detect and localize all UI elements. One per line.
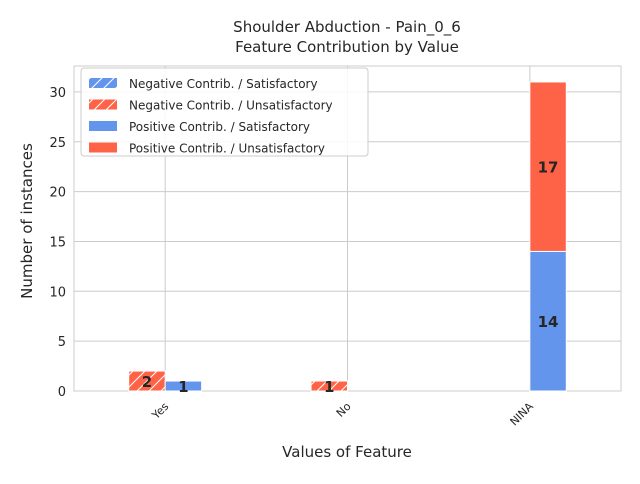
bar: [529, 250, 567, 392]
bar-value-label: 1: [178, 378, 188, 396]
legend-swatch-hatch: [89, 99, 117, 110]
y-tick-label: 5: [58, 335, 66, 350]
legend: Negative Contrib. / Satisfactory Negative…: [80, 67, 369, 157]
y-tick-label: 15: [49, 235, 66, 250]
y-axis-label: Number of instances: [18, 143, 36, 299]
y-tick-label: 30: [49, 86, 66, 101]
x-tick-label: No: [334, 400, 354, 420]
chart-title: Shoulder Abduction - Pain_0_6: [233, 18, 461, 37]
y-tick-label: 0: [58, 385, 66, 400]
y-tick-label: 20: [49, 186, 66, 201]
bar-hatch: [311, 381, 348, 391]
legend-swatch: [89, 142, 117, 153]
bars: [128, 81, 567, 392]
y-tick-label: 25: [49, 136, 66, 151]
bar-value-label: 1: [324, 378, 334, 396]
chart-subtitle: Feature Contribution by Value: [235, 38, 459, 56]
bar: [164, 380, 203, 392]
legend-box: [80, 67, 369, 157]
y-tick-label: 10: [49, 285, 66, 300]
legend-label: Positive Contrib. / Unsatisfactory: [129, 142, 325, 156]
legend-swatch: [89, 121, 117, 131]
x-axis-label: Values of Feature: [282, 443, 412, 461]
x-tick-label: Yes: [149, 400, 172, 423]
legend-label: Negative Contrib. / Satisfactory: [129, 77, 318, 91]
bar-value-label: 2: [142, 373, 152, 391]
legend-label: Positive Contrib. / Satisfactory: [129, 120, 310, 134]
legend-swatch-hatch: [89, 78, 117, 88]
bar-hatch: [128, 371, 166, 391]
bar: [529, 81, 567, 252]
x-tick-label: NINA: [508, 400, 537, 429]
bar-value-label: 14: [538, 313, 559, 331]
bar-value-label: 17: [538, 159, 559, 177]
legend-label: Negative Contrib. / Unsatisfactory: [129, 99, 333, 113]
